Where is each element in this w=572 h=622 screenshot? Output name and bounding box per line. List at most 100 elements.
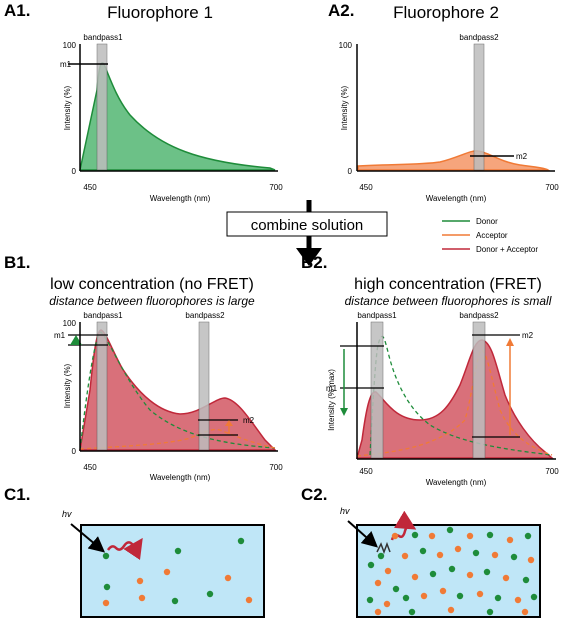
c2-donor-dot: [448, 565, 456, 573]
c1-acceptor-dot: [102, 599, 110, 607]
y-zero-tick-a2: 0: [348, 167, 353, 176]
c1-acceptor-dot: [245, 596, 253, 604]
legend-label-acceptor: Acceptor: [476, 231, 508, 240]
c1-acceptor-dot: [138, 594, 146, 602]
panel-label-c2: C2.: [301, 485, 327, 504]
c2-acceptor-dot: [506, 536, 514, 544]
c2-acceptor-dot: [391, 532, 399, 540]
c2-acceptor-dot: [439, 587, 447, 595]
c2-acceptor-dot: [384, 567, 392, 575]
c2-acceptor-dot: [383, 600, 391, 608]
c2-acceptor-dot: [454, 545, 462, 553]
c1-acceptor-dot: [224, 574, 232, 582]
bandpass1-label-a1: bandpass1: [83, 33, 123, 42]
excitation-arrow-c2: [347, 520, 378, 548]
combined-spectrum-b1: [79, 329, 277, 451]
c2-acceptor-dot: [466, 532, 474, 540]
panel-a1: A1. Fluorophore 1 m1 bandpass1 100 0 450…: [4, 1, 283, 203]
c1-donor-dot: [102, 552, 110, 560]
fluorophore-dots-c1: [102, 537, 253, 607]
panel-label-a2: A2.: [328, 1, 354, 20]
x-start-tick-b1: 450: [83, 463, 97, 472]
c1-donor-dot: [206, 590, 214, 598]
bandpass1-label-b1: bandpass1: [83, 311, 123, 320]
panel-title-a1: Fluorophore 1: [107, 3, 213, 22]
m1-label-b1: m1: [54, 331, 66, 340]
y-zero-tick-b1: 0: [72, 447, 77, 456]
c2-donor-dot: [486, 531, 494, 539]
c2-acceptor-dot: [527, 556, 535, 564]
panel-title-b2: high concentration (FRET): [354, 276, 542, 293]
bandpass2-label-b1: bandpass2: [185, 311, 225, 320]
x-end-tick-b1: 700: [269, 463, 283, 472]
bandpass1-bar-b1: [96, 321, 108, 451]
x-end-tick-a1: 700: [269, 183, 283, 192]
x-end-tick-b2: 700: [545, 467, 559, 476]
fluorophore-dots-c2: [366, 526, 538, 616]
y-axis-label-b2: Intensity (% max): [327, 369, 336, 431]
x-start-tick-b2: 450: [359, 467, 373, 476]
c1-acceptor-dot: [136, 577, 144, 585]
c2-donor-dot: [429, 570, 437, 578]
panel-subtitle-b1: distance between fluorophores is large: [49, 294, 255, 308]
legend-label-combined: Donor + Acceptor: [476, 245, 538, 254]
m1-label-b2: m1: [326, 384, 338, 393]
m1-label-a1: m1: [60, 60, 72, 69]
x-start-tick-a2: 450: [359, 183, 373, 192]
panel-a2: A2. Fluorophore 2 m2 bandpass2 100 0 450…: [328, 1, 559, 203]
y-top-tick-a1: 100: [63, 41, 77, 50]
c2-donor-dot: [411, 531, 419, 539]
c2-donor-dot: [524, 532, 532, 540]
bandpass2-bar-a2: [473, 43, 485, 171]
c2-acceptor-dot: [466, 571, 474, 579]
c2-donor-dot: [483, 568, 491, 576]
y-axis-label-a2: Intensity (%): [340, 85, 349, 130]
y-top-tick-a2: 100: [339, 41, 353, 50]
c2-donor-dot: [392, 585, 400, 593]
combine-section: combine solution: [226, 200, 388, 266]
combine-arrowhead: [296, 248, 322, 266]
c2-acceptor-dot: [476, 590, 484, 598]
c2-acceptor-dot: [401, 552, 409, 560]
c2-acceptor-dot: [447, 606, 455, 614]
c1-donor-dot: [103, 583, 111, 591]
c2-donor-dot: [419, 547, 427, 555]
c2-donor-dot: [446, 526, 454, 534]
x-axis-label-b2: Wavelength (nm): [426, 478, 487, 487]
panel-label-a1: A1.: [4, 1, 30, 20]
panel-title-a2: Fluorophore 2: [393, 3, 499, 22]
panel-label-b1: B1.: [4, 253, 30, 272]
c2-donor-dot: [402, 594, 410, 602]
c2-donor-dot: [367, 561, 375, 569]
panel-title-b1: low concentration (no FRET): [50, 276, 254, 293]
bandpass1-bar-b2: [370, 321, 384, 459]
emission-wave-c1: [106, 537, 143, 561]
c2-acceptor-dot: [436, 551, 444, 559]
c2-acceptor-dot: [502, 574, 510, 582]
c2-acceptor-dot: [514, 596, 522, 604]
acceptor-increase-arrow-b2: [506, 338, 514, 346]
c1-donor-dot: [237, 537, 245, 545]
m2-label-b2: m2: [522, 331, 534, 340]
y-axis-label-a1: Intensity (%): [63, 85, 72, 130]
c1-acceptor-dot: [163, 568, 171, 576]
bandpass2-label-b2: bandpass2: [459, 311, 499, 320]
acceptor-increase-arrow-b1: [225, 420, 233, 426]
c2-donor-dot: [472, 549, 480, 557]
c2-acceptor-dot: [491, 551, 499, 559]
c1-donor-dot: [171, 597, 179, 605]
fret-transfer-spring-c2: [376, 541, 391, 555]
legend-label-donor: Donor: [476, 217, 498, 226]
panel-label-b2: B2.: [301, 253, 327, 272]
excitation-arrow-c1: [70, 523, 106, 553]
c2-donor-dot: [456, 592, 464, 600]
hv-label-c1: hv: [62, 509, 72, 519]
bandpass2-bar-b1: [198, 321, 210, 451]
panel-b2: B2. high concentration (FRET) distance b…: [301, 253, 559, 487]
bandpass2-bar-b2: [472, 321, 486, 459]
panel-c1: C1. hv: [4, 485, 265, 618]
m2-label-b1: m2: [243, 416, 255, 425]
bandpass1-bar-a1: [96, 43, 108, 171]
c2-acceptor-dot: [428, 532, 436, 540]
